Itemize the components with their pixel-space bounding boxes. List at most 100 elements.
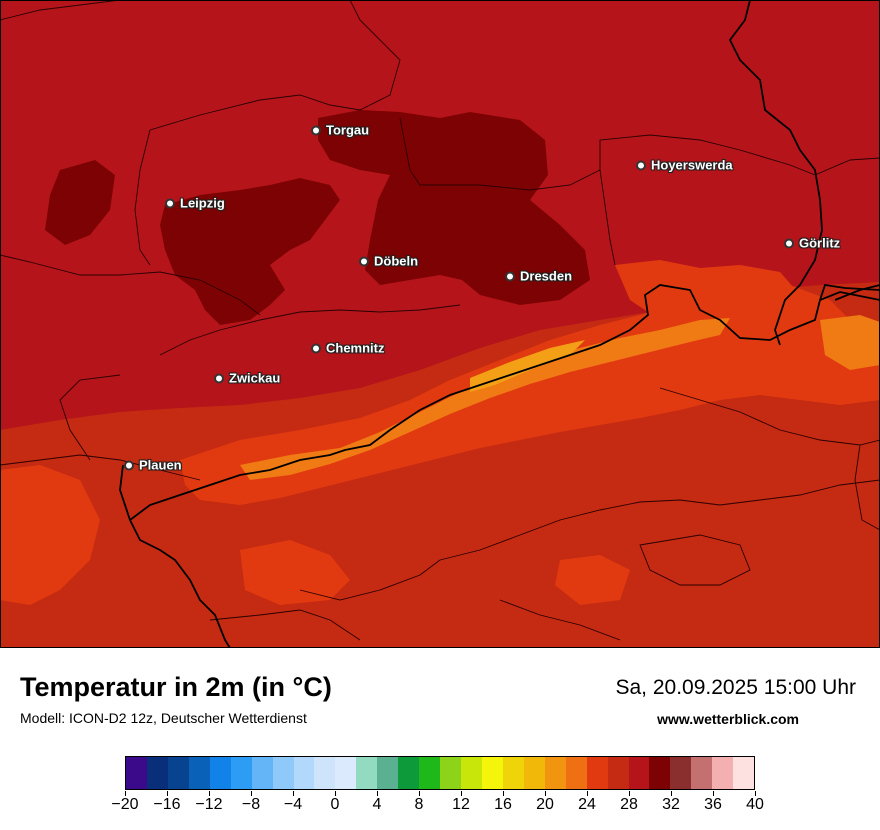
colorbar-tick bbox=[376, 791, 378, 796]
colorbar-segment bbox=[523, 757, 545, 789]
colorbar-segment bbox=[272, 757, 294, 789]
colorbar-segment bbox=[733, 757, 755, 789]
colorbar-segment bbox=[691, 757, 713, 789]
forecast-datetime: Sa, 20.09.2025 15:00 Uhr bbox=[615, 676, 856, 699]
colorbar-tick-label: −4 bbox=[283, 796, 303, 813]
colorbar-tick-label: 4 bbox=[372, 796, 382, 813]
colorbar-tick bbox=[628, 791, 630, 796]
colorbar-segment bbox=[502, 757, 524, 789]
cool-zone-ridge bbox=[240, 318, 730, 480]
colorbar-tick bbox=[502, 791, 504, 796]
colorbar-tick-label: 12 bbox=[452, 796, 470, 813]
colorbar-segment bbox=[167, 757, 189, 789]
hot-zone-leipzig bbox=[160, 178, 340, 325]
colorbar-tick bbox=[418, 791, 420, 796]
city-hoyerswerda: Hoyerswerda bbox=[636, 158, 733, 173]
colorbar-tick bbox=[292, 791, 294, 796]
city-chemnitz: Chemnitz bbox=[311, 341, 385, 356]
national-border bbox=[119, 0, 880, 648]
city-label: Zwickau bbox=[229, 370, 281, 386]
city-goerlitz: Görlitz bbox=[784, 236, 840, 251]
colorbar-tick-label: 28 bbox=[620, 796, 638, 813]
mid-zone-sw bbox=[0, 465, 100, 605]
footer: Temperatur in 2m (in °C) Modell: ICON-D2… bbox=[0, 648, 880, 830]
cool-zone-east bbox=[820, 315, 880, 370]
city-plauen: Plauen bbox=[124, 458, 182, 473]
colorbar-segment bbox=[440, 757, 461, 789]
city-label: Döbeln bbox=[374, 253, 419, 269]
city-marker-icon bbox=[311, 125, 321, 135]
city-marker-icon bbox=[359, 256, 369, 266]
colorbar-segment bbox=[419, 757, 441, 789]
city-zwickau: Zwickau bbox=[214, 371, 280, 386]
city-label: Torgau bbox=[326, 122, 370, 138]
colorbar-ticks: −20 −16 −12 −8 −4 0 4 8 12 16 20 24 28 32 36 40 bbox=[111, 791, 764, 821]
mid-zone-east bbox=[615, 260, 800, 330]
colorbar-segment bbox=[335, 757, 357, 789]
colorbar-tick bbox=[166, 791, 168, 796]
colorbar-segment bbox=[461, 757, 482, 789]
colorbar-segment bbox=[251, 757, 273, 789]
colorbar-tick-label: 32 bbox=[662, 796, 680, 813]
region-borders bbox=[0, 0, 880, 641]
colorbar-segment bbox=[356, 757, 378, 789]
city-torgau: Torgau bbox=[311, 123, 369, 138]
colorbar-tick-label: 16 bbox=[494, 796, 512, 813]
colorbar-segment bbox=[188, 757, 210, 789]
colorbar-tick-label: 24 bbox=[578, 796, 596, 813]
colorbar-segment bbox=[230, 757, 252, 789]
colorbar-tick bbox=[208, 791, 210, 796]
colorbar-segment bbox=[126, 757, 147, 789]
colorbar-tick bbox=[124, 791, 126, 796]
mid-zone-south-2 bbox=[555, 555, 630, 605]
colorbar-tick-label: −20 bbox=[111, 796, 139, 813]
city-marker-icon bbox=[311, 343, 321, 353]
temperature-map: Torgau Leipzig Hoyerswerda Görlitz Döbel… bbox=[0, 0, 880, 648]
hot-zone-west bbox=[45, 160, 115, 245]
city-marker-icon bbox=[124, 460, 134, 470]
model-subtitle: Modell: ICON-D2 12z, Deutscher Wetterdie… bbox=[20, 710, 307, 726]
city-marker-icon bbox=[214, 373, 224, 383]
colorbar-segment bbox=[712, 757, 734, 789]
colorbar-tick bbox=[670, 791, 672, 796]
colorbar-tick bbox=[334, 791, 336, 796]
colorbar-tick-label: 40 bbox=[746, 796, 764, 813]
city-label: Plauen bbox=[139, 457, 182, 473]
colorbar-tick bbox=[754, 791, 756, 796]
map-canvas bbox=[0, 0, 880, 648]
colorbar-tick-label: −12 bbox=[195, 796, 223, 813]
city-marker-icon bbox=[505, 271, 515, 281]
colorbar-segment bbox=[544, 757, 566, 789]
colorbar-tick bbox=[544, 791, 546, 796]
colorbar-segment bbox=[481, 757, 503, 789]
colorbar-tick-label: −8 bbox=[241, 796, 261, 813]
colorbar-segment bbox=[565, 757, 587, 789]
colorbar-segment bbox=[628, 757, 650, 789]
city-marker-icon bbox=[165, 198, 175, 208]
colorbar-tick-label: 8 bbox=[414, 796, 424, 813]
temperature-colorbar bbox=[125, 756, 755, 790]
city-marker-icon bbox=[636, 160, 646, 170]
city-label: Dresden bbox=[520, 268, 573, 284]
colorbar-tick bbox=[586, 791, 588, 796]
colorbar-tick bbox=[712, 791, 714, 796]
city-marker-icon bbox=[784, 238, 794, 248]
colorbar-segment bbox=[209, 757, 231, 789]
city-doebeln: Döbeln bbox=[359, 254, 418, 269]
website-link[interactable]: www.wetterblick.com bbox=[657, 711, 799, 727]
colorbar-tick bbox=[250, 791, 252, 796]
colorbar-segment bbox=[586, 757, 608, 789]
city-label: Leipzig bbox=[180, 195, 225, 211]
colorbar-segment bbox=[293, 757, 315, 789]
colorbar-segment bbox=[398, 757, 420, 789]
colorbar-segment bbox=[607, 757, 629, 789]
colorbar-segment bbox=[670, 757, 692, 789]
city-label: Hoyerswerda bbox=[651, 157, 733, 173]
colorbar-tick-label: −16 bbox=[153, 796, 181, 813]
map-title: Temperatur in 2m (in °C) bbox=[20, 672, 332, 702]
city-leipzig: Leipzig bbox=[165, 196, 225, 211]
colorbar-segment bbox=[377, 757, 399, 789]
colorbar-tick-label: 20 bbox=[536, 796, 554, 813]
colorbar-tick bbox=[460, 791, 462, 796]
hot-zone-torgau-dresden bbox=[318, 110, 590, 305]
